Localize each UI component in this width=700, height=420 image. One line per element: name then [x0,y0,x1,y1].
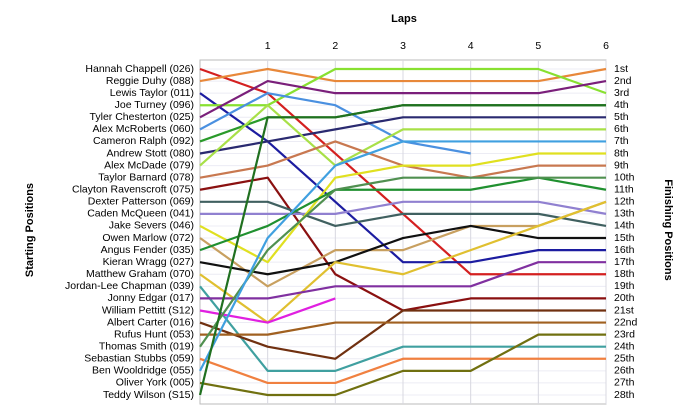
start-label: Alex McDade (079) [104,159,194,171]
finish-label: 6th [614,123,629,135]
start-label: Thomas Smith (019) [99,340,194,352]
finish-label: 7th [614,135,629,147]
series-line [200,321,606,336]
series-line [200,200,607,215]
series-line [200,261,606,300]
finish-label: 14th [614,220,635,232]
start-label: Albert Carter (016) [107,316,194,328]
finish-label: 22nd [614,316,638,328]
series-line [199,357,606,385]
start-label: Sebastian Stubbs (059) [84,353,194,365]
finish-label: 4th [614,99,629,111]
finish-label: 17th [614,256,635,268]
finish-label: 3rd [614,87,629,99]
x-tick-label: 6 [603,40,609,52]
start-label: Andrew Stott (080) [106,147,194,159]
series-line [199,79,607,119]
start-label: Tyler Chesterton (025) [90,111,194,123]
finish-label: 28th [614,389,635,401]
chart-title: Laps [391,13,417,25]
start-label: Ben Wooldridge (055) [92,365,194,377]
finish-label: 12th [614,196,635,208]
finish-label: 15th [614,232,635,244]
start-label: Taylor Barnard (078) [98,171,194,183]
series-line [199,104,606,167]
start-label: Teddy Wilson (S15) [103,389,194,401]
start-label: Jonny Edgar (017) [108,292,194,304]
finish-label: 9th [614,159,629,171]
y2-axis-title: Finishing Positions [662,179,674,280]
start-label: Alex McRoberts (060) [92,123,194,135]
finish-label: 2nd [614,75,632,87]
start-label: Clayton Ravenscroft (075) [72,184,194,196]
y-axis-title: Starting Positions [24,183,36,277]
finish-label: 1st [614,63,628,75]
finish-label: 13th [614,208,635,220]
start-label: Jake Severs (046) [109,220,194,232]
series-line [199,309,606,360]
start-label: Dexter Patterson (069) [88,196,194,208]
finish-label: 11th [614,184,634,196]
series-line [199,140,606,372]
start-label: Jordan-Lee Chapman (039) [65,280,194,292]
series-line [200,200,607,228]
series-line [199,92,471,155]
start-label: Owen Marlow (072) [102,232,194,244]
finish-label: 16th [614,244,635,256]
x-tick-label: 3 [400,40,406,52]
start-label: Matthew Graham (070) [86,268,194,280]
start-label: Angus Fender (035) [101,244,194,256]
finish-label: 8th [614,147,629,159]
series-line [199,176,606,348]
start-label: Lewis Taylor (011) [110,87,194,99]
finish-label: 24th [614,340,635,352]
x-tick-label: 5 [535,40,541,52]
start-label: Rufus Hunt (053) [114,328,194,340]
start-label: William Pettitt (S12) [102,304,194,316]
series-line [199,333,606,397]
x-tick-label: 2 [332,40,338,52]
finish-label: 5th [614,111,629,123]
start-label: Cameron Ralph (092) [93,135,194,147]
finish-label: 19th [614,280,635,292]
start-label: Reggie Duhy (088) [106,75,194,87]
finish-label: 25th [614,353,635,365]
series-line [199,116,606,155]
series-line [199,67,607,83]
finish-label: 10th [614,171,635,183]
finish-label: 26th [614,365,635,377]
x-tick-label: 4 [468,40,474,52]
finish-label: 23rd [614,328,635,340]
finish-label: 21st [614,304,634,316]
finish-label: 18th [614,268,635,280]
series-line [199,152,606,264]
start-label: Oliver York (005) [116,377,194,389]
series-line [199,285,606,372]
series-line [199,224,606,276]
finish-label: 20th [614,292,635,304]
start-label: Caden McQueen (041) [87,208,194,220]
x-tick-label: 1 [265,40,271,52]
start-label: Joe Turney (096) [115,99,194,111]
start-label: Kieran Wragg (027) [103,256,194,268]
start-label: Hannah Chappell (026) [85,63,194,75]
series-line [198,104,606,396]
finish-label: 27th [614,377,635,389]
